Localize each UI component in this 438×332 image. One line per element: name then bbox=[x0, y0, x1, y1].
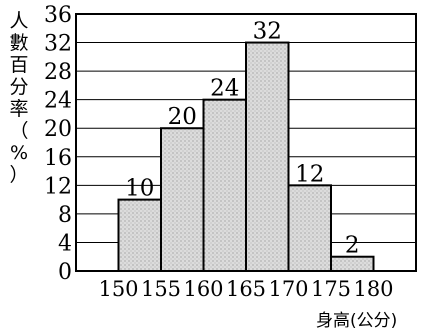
x-tick-label: 175 bbox=[311, 277, 351, 301]
y-tick-label: 20 bbox=[44, 117, 72, 142]
x-tick-label: 165 bbox=[226, 277, 266, 301]
y-tick-labels: 0 4 8 12 16 20 24 28 32 36 bbox=[44, 3, 72, 285]
y-tick-label: 4 bbox=[58, 231, 72, 256]
data-labels: 10 20 24 32 12 2 bbox=[125, 19, 359, 259]
plot-frame bbox=[75, 13, 417, 272]
y-tick-label: 24 bbox=[44, 89, 72, 114]
y-axis-label: 人數百分率（%） bbox=[9, 10, 29, 186]
x-tick-label: 170 bbox=[268, 277, 308, 301]
x-tick-label: 155 bbox=[141, 277, 181, 301]
bar bbox=[202, 98, 247, 272]
bar-value-label: 20 bbox=[168, 104, 197, 130]
bar bbox=[287, 184, 332, 272]
y-tick-label: 32 bbox=[44, 32, 72, 57]
y-tick-label: 36 bbox=[44, 3, 72, 28]
bar-value-label: 10 bbox=[125, 176, 154, 202]
bars bbox=[117, 41, 375, 273]
bar bbox=[160, 127, 205, 272]
y-tick-label: 0 bbox=[58, 260, 72, 285]
bar-value-label: 32 bbox=[253, 19, 282, 45]
x-tick-labels: 150 155 160 165 170 175 180 bbox=[98, 277, 393, 301]
bar-value-label: 24 bbox=[210, 76, 239, 102]
bar-value-label: 12 bbox=[295, 161, 324, 187]
y-tick-label: 28 bbox=[44, 60, 72, 85]
x-axis-label: 身高(公分) bbox=[316, 311, 398, 331]
x-tick-label: 160 bbox=[183, 277, 223, 301]
x-tick-label: 150 bbox=[98, 277, 138, 301]
x-tick-label: 180 bbox=[353, 277, 393, 301]
bar bbox=[117, 198, 162, 272]
y-tick-label: 16 bbox=[44, 146, 72, 171]
bar bbox=[330, 255, 375, 273]
y-tick-label: 12 bbox=[44, 174, 72, 199]
bar bbox=[245, 41, 290, 272]
y-tick-label: 8 bbox=[58, 203, 72, 228]
bar-value-label: 2 bbox=[345, 233, 360, 259]
